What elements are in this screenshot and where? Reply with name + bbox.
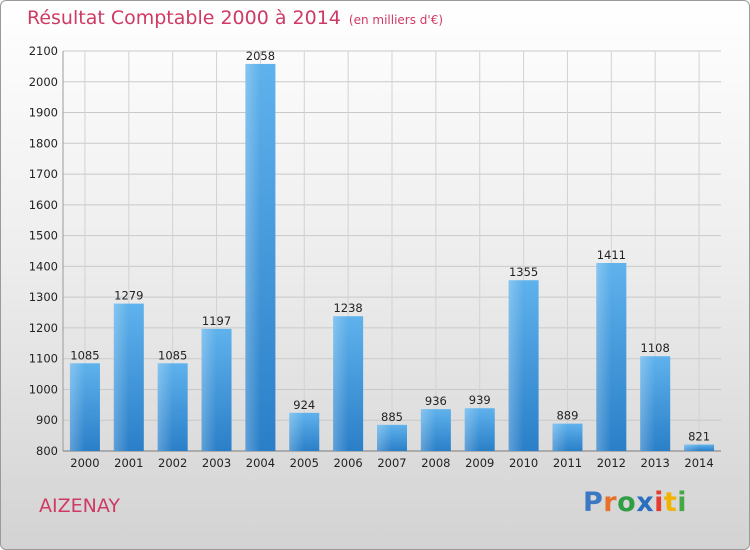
data-label-2008: 936 — [425, 394, 447, 408]
x-tick-label-2010: 2010 — [509, 456, 538, 470]
y-tick-label: 1500 — [29, 229, 58, 243]
y-tick-label: 2100 — [29, 44, 58, 58]
data-label-2006: 1238 — [333, 301, 362, 315]
bar-highlight-2012 — [596, 263, 612, 451]
logo-letter: P — [583, 487, 604, 518]
y-tick-label: 1700 — [29, 167, 58, 181]
data-label-2007: 885 — [381, 410, 403, 424]
y-tick-label: 1100 — [29, 352, 58, 366]
chart-unit: (en milliers d'€) — [348, 13, 444, 27]
y-tick-label: 1300 — [29, 290, 58, 304]
x-tick-label-2001: 2001 — [114, 456, 143, 470]
x-tick-label-2005: 2005 — [290, 456, 319, 470]
x-tick-label-2006: 2006 — [333, 456, 362, 470]
logo-letter: t — [663, 487, 678, 518]
bar-highlight-2000 — [69, 363, 85, 451]
bar-highlight-2010 — [508, 280, 524, 451]
data-label-2012: 1411 — [597, 248, 626, 262]
bar-highlight-2014 — [684, 444, 700, 451]
data-label-2009: 939 — [469, 393, 491, 407]
data-label-2005: 924 — [293, 398, 315, 412]
x-tick-label-2011: 2011 — [553, 456, 582, 470]
x-tick-label-2013: 2013 — [641, 456, 670, 470]
x-tick-label-2004: 2004 — [246, 456, 275, 470]
bar-highlight-2003 — [201, 328, 217, 451]
bar-layer — [69, 63, 715, 452]
data-label-2014: 821 — [688, 430, 710, 444]
y-tick-label: 900 — [36, 413, 58, 427]
y-tick-label: 800 — [36, 444, 58, 458]
data-label-2002: 1085 — [158, 348, 187, 362]
bar-highlight-2007 — [377, 424, 392, 451]
label-layer: 800 900 1000 1100 1200 1300 1400 1500 1600 1700 18… — [29, 44, 714, 470]
y-tick-label: 1800 — [29, 136, 58, 150]
x-tick-label-2014: 2014 — [684, 456, 713, 470]
y-tick-label: 1900 — [29, 106, 58, 120]
bar-highlight-2005 — [289, 412, 305, 451]
x-tick-label-2002: 2002 — [158, 456, 187, 470]
logo-letter: r — [603, 487, 618, 518]
data-label-2001: 1279 — [114, 289, 143, 303]
bar-highlight-2013 — [640, 356, 656, 451]
x-tick-label-2012: 2012 — [597, 456, 626, 470]
data-label-2013: 1108 — [641, 341, 670, 355]
city-name: AIZENAY — [39, 495, 120, 517]
x-tick-label-2000: 2000 — [70, 456, 99, 470]
x-tick-label-2009: 2009 — [465, 456, 494, 470]
bar-highlight-2004 — [245, 63, 261, 452]
y-tick-label: 1600 — [29, 198, 58, 212]
logo-letter: o — [617, 487, 637, 518]
chart-title-block: Résultat Comptable 2000 à 2014 (en millie… — [27, 7, 443, 29]
x-tick-label-2003: 2003 — [202, 456, 231, 470]
y-tick-label: 2000 — [29, 75, 58, 89]
x-tick-label-2008: 2008 — [421, 456, 450, 470]
logo-letter: i — [654, 487, 664, 518]
bar-highlight-2009 — [464, 408, 480, 451]
logo-letter: i — [677, 487, 688, 518]
data-label-2003: 1197 — [202, 314, 231, 328]
y-tick-label: 1200 — [29, 321, 58, 335]
bar-highlight-2001 — [113, 303, 129, 451]
data-label-2000: 1085 — [70, 348, 99, 362]
y-tick-label: 1400 — [29, 259, 58, 273]
bar-highlight-2008 — [420, 409, 436, 451]
chart-title: Résultat Comptable 2000 à 2014 — [27, 7, 341, 29]
logo-letter: x — [636, 487, 655, 518]
bar-highlight-2006 — [333, 316, 349, 451]
data-label-2011: 889 — [556, 409, 578, 423]
x-tick-label-2007: 2007 — [377, 456, 406, 470]
data-label-2004: 2058 — [246, 49, 275, 63]
bar-highlight-2011 — [552, 423, 568, 451]
proxiti-logo: Proxiti — [583, 487, 687, 518]
y-tick-label: 1000 — [29, 382, 58, 396]
bar-highlight-2002 — [157, 363, 173, 451]
data-label-2010: 1355 — [509, 265, 538, 279]
